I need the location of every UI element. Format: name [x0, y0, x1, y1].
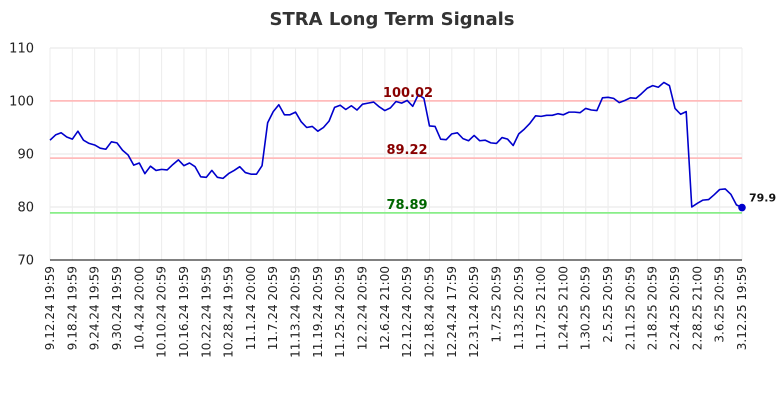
- x-tick-label: 12.31.24 20:59: [467, 266, 481, 358]
- x-tick-label: 9.12.24 19:59: [43, 266, 57, 350]
- x-tick-label: 12.18.24 20:59: [422, 266, 436, 358]
- x-tick-label: 1.7.25 20:59: [489, 266, 503, 343]
- x-tick-label: 2.18.25 20:59: [646, 266, 660, 350]
- x-tick-label: 1.24.25 21:00: [556, 266, 570, 350]
- x-tick-label: 2.28.25 21:00: [690, 266, 704, 350]
- x-tick-label: 10.28.24 19:59: [222, 266, 236, 358]
- grid-lines: [49, 47, 743, 261]
- y-tick-label: 90: [17, 148, 34, 163]
- series-layer: [49, 81, 746, 212]
- x-tick-label: 12.2.24 20:59: [356, 266, 370, 350]
- y-tick-label: 110: [9, 42, 34, 57]
- x-tick-label: 10.16.24 19:59: [177, 266, 191, 358]
- y-tick-label: 100: [9, 95, 34, 110]
- axes: 70 80 90 100 110 9.12.24 19:59 9.18.24 19:59 9.…: [9, 42, 749, 358]
- y-tick-label: 70: [17, 254, 34, 269]
- x-tick-label: 11.13.24 20:59: [289, 266, 303, 358]
- labels-layer: 100.02 89.22 78.89 79.9: [383, 86, 776, 213]
- x-tick-label: 2.11.25 20:59: [623, 266, 637, 350]
- x-tick-label: 12.12.24 20:59: [400, 266, 414, 358]
- x-tick-label: 3.12.25 19:59: [735, 266, 749, 350]
- x-tick-label: 1.30.25 20:59: [579, 266, 593, 350]
- x-tick-label: 12.6.24 21:00: [378, 266, 392, 350]
- x-tick-label: 11.1.24 20:00: [244, 266, 258, 350]
- signal-level-label: 89.22: [386, 143, 427, 158]
- x-tick-label: 11.19.24 20:59: [311, 266, 325, 358]
- x-tick-label: 9.18.24 19:59: [65, 266, 79, 350]
- chart-title: STRA Long Term Signals: [270, 9, 515, 30]
- x-tick-label: 1.17.25 21:00: [534, 266, 548, 350]
- signal-level-label: 100.02: [383, 86, 433, 101]
- signal-level-label: 78.89: [386, 198, 427, 213]
- x-tick-label: 10.10.24 20:59: [155, 266, 169, 358]
- x-tick-label: 12.24.24 17:59: [445, 266, 459, 358]
- last-price-marker: [738, 203, 746, 212]
- x-tick-label: 10.4.24 20:00: [132, 266, 146, 350]
- x-tick-label: 9.24.24 19:59: [88, 266, 102, 350]
- x-tick-label: 10.22.24 19:59: [199, 266, 213, 358]
- price-line: [49, 81, 743, 209]
- last-price-label: 79.9: [749, 192, 776, 205]
- x-tick-label: 11.7.24 20:59: [266, 266, 280, 350]
- x-tick-label: 11.25.24 20:59: [333, 266, 347, 358]
- x-tick-label: 9.30.24 19:59: [110, 266, 124, 350]
- x-tick-label: 1.13.25 20:59: [512, 266, 526, 350]
- y-tick-label: 80: [17, 201, 34, 216]
- x-tick-label: 3.6.25 20:59: [713, 266, 727, 343]
- x-tick-label: 2.5.25 20:59: [601, 266, 615, 343]
- x-tick-label: 2.24.25 20:59: [668, 266, 682, 350]
